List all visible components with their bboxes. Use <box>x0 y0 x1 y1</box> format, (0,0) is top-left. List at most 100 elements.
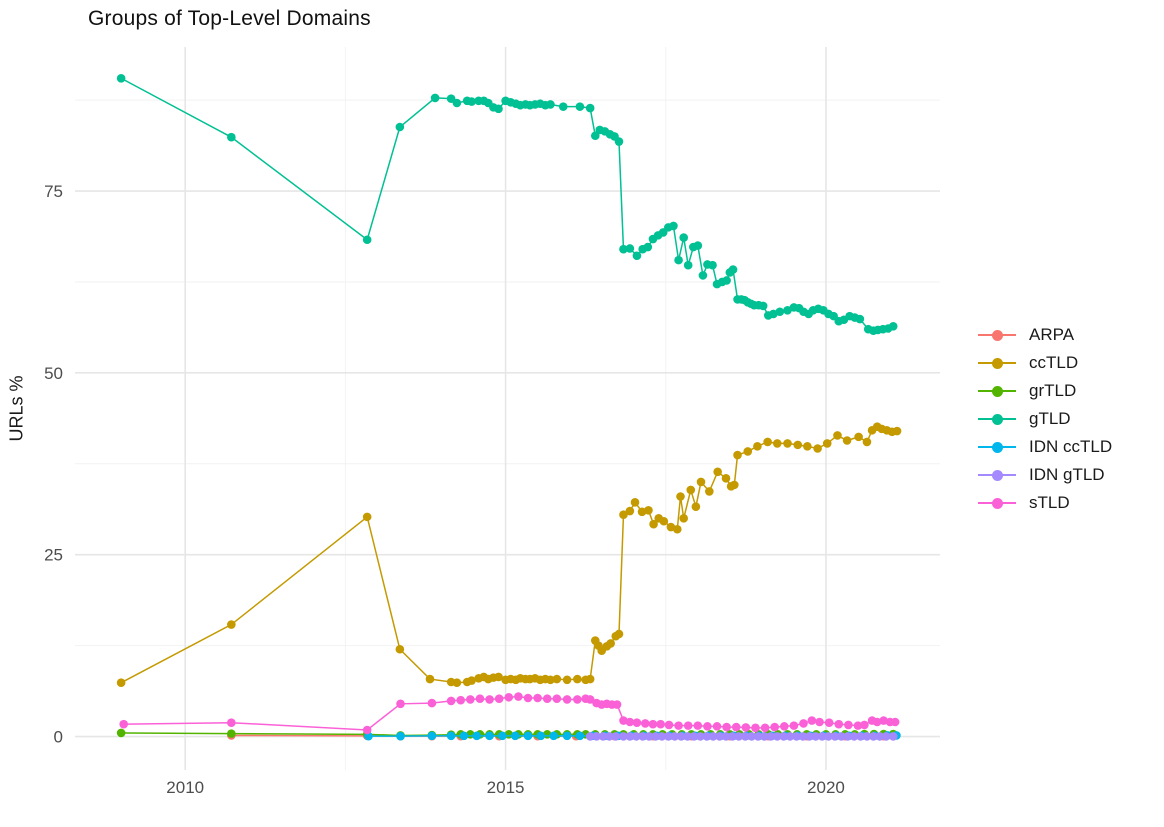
data-point <box>637 507 647 517</box>
data-point <box>605 732 614 741</box>
data-point <box>734 732 744 741</box>
data-point <box>708 260 717 270</box>
data-point <box>425 674 435 684</box>
data-point <box>632 251 642 261</box>
data-point <box>585 732 595 741</box>
data-point <box>842 436 852 445</box>
data-point <box>890 717 900 727</box>
data-point <box>760 732 769 741</box>
legend-key-icon <box>978 413 1016 426</box>
data-point <box>504 692 514 702</box>
legend-key-icon <box>978 497 1016 510</box>
data-point <box>546 100 555 109</box>
legend-label: ARPA <box>1029 325 1075 344</box>
data-point <box>625 506 635 516</box>
legend-item-grtld: grTLD <box>978 377 1112 405</box>
data-point <box>824 718 834 728</box>
legend-dot-icon <box>991 413 1003 425</box>
legend: ARPA ccTLD grTLD gTLD IDN ccTLD IDN gTLD sTLD <box>978 321 1112 517</box>
data-point <box>862 732 872 741</box>
series-line-gtld <box>120 77 894 332</box>
data-point <box>664 720 674 730</box>
data-point <box>833 431 842 440</box>
legend-label: ccTLD <box>1029 353 1079 372</box>
data-point <box>824 732 833 741</box>
data-point <box>606 639 615 648</box>
data-point <box>459 731 469 741</box>
data-point <box>679 233 689 242</box>
data-point <box>598 732 608 741</box>
data-point <box>817 732 827 741</box>
data-point <box>799 719 808 728</box>
data-point <box>789 721 799 730</box>
data-point <box>872 717 882 727</box>
data-point <box>830 732 840 741</box>
data-point <box>116 678 126 688</box>
data-point <box>676 492 685 501</box>
data-point <box>792 732 801 741</box>
data-point <box>683 260 693 270</box>
data-point <box>427 698 437 708</box>
data-point <box>783 439 792 448</box>
legend-dot-icon <box>991 357 1003 369</box>
data-point <box>467 676 476 685</box>
data-point <box>693 721 703 730</box>
data-point <box>466 695 475 704</box>
data-point <box>741 723 751 732</box>
data-point <box>815 717 824 727</box>
legend-dot-icon <box>991 497 1003 509</box>
data-point <box>446 731 456 741</box>
data-point <box>803 442 812 451</box>
legend-key-icon <box>978 357 1016 370</box>
data-point <box>888 322 898 331</box>
y-tick-label: 0 <box>54 728 63 747</box>
data-point <box>494 104 503 114</box>
data-point <box>452 98 462 108</box>
data-point <box>585 674 595 684</box>
data-point <box>562 731 572 741</box>
data-point <box>640 719 650 728</box>
data-point <box>649 519 658 529</box>
data-point <box>573 674 582 684</box>
data-point <box>475 694 485 704</box>
data-point <box>664 732 673 741</box>
data-point <box>670 732 680 741</box>
data-point <box>396 731 405 741</box>
legend-label: sTLD <box>1029 493 1070 512</box>
data-point <box>728 265 738 274</box>
data-point <box>760 723 770 733</box>
data-point <box>575 731 585 741</box>
data-point <box>683 721 693 730</box>
data-point <box>549 731 558 741</box>
data-point <box>625 717 635 727</box>
data-point <box>498 731 507 741</box>
data-point <box>722 276 731 285</box>
series-stld <box>119 692 900 735</box>
data-point <box>611 732 621 741</box>
data-point <box>679 514 689 523</box>
data-point <box>843 732 853 741</box>
data-point <box>514 692 523 701</box>
data-point <box>683 732 692 741</box>
data-point <box>713 467 722 477</box>
data-point <box>712 722 722 731</box>
chart-title: Groups of Top-Level Domains <box>88 7 371 30</box>
data-point <box>715 732 724 741</box>
legend-dot-icon <box>991 385 1003 397</box>
data-point <box>869 732 878 741</box>
data-point <box>452 678 462 688</box>
data-point <box>625 244 635 253</box>
data-point <box>619 244 628 254</box>
data-point <box>731 722 741 732</box>
series-idn-gtld <box>585 732 898 741</box>
data-point <box>822 439 832 448</box>
x-tick-label: 2015 <box>487 778 525 797</box>
data-point <box>753 442 762 451</box>
y-tick-label: 50 <box>44 364 63 383</box>
data-point <box>703 722 712 731</box>
data-point <box>523 693 533 703</box>
legend-key-icon <box>978 385 1016 398</box>
data-point <box>395 122 405 132</box>
legend-item-stld: sTLD <box>978 489 1112 517</box>
